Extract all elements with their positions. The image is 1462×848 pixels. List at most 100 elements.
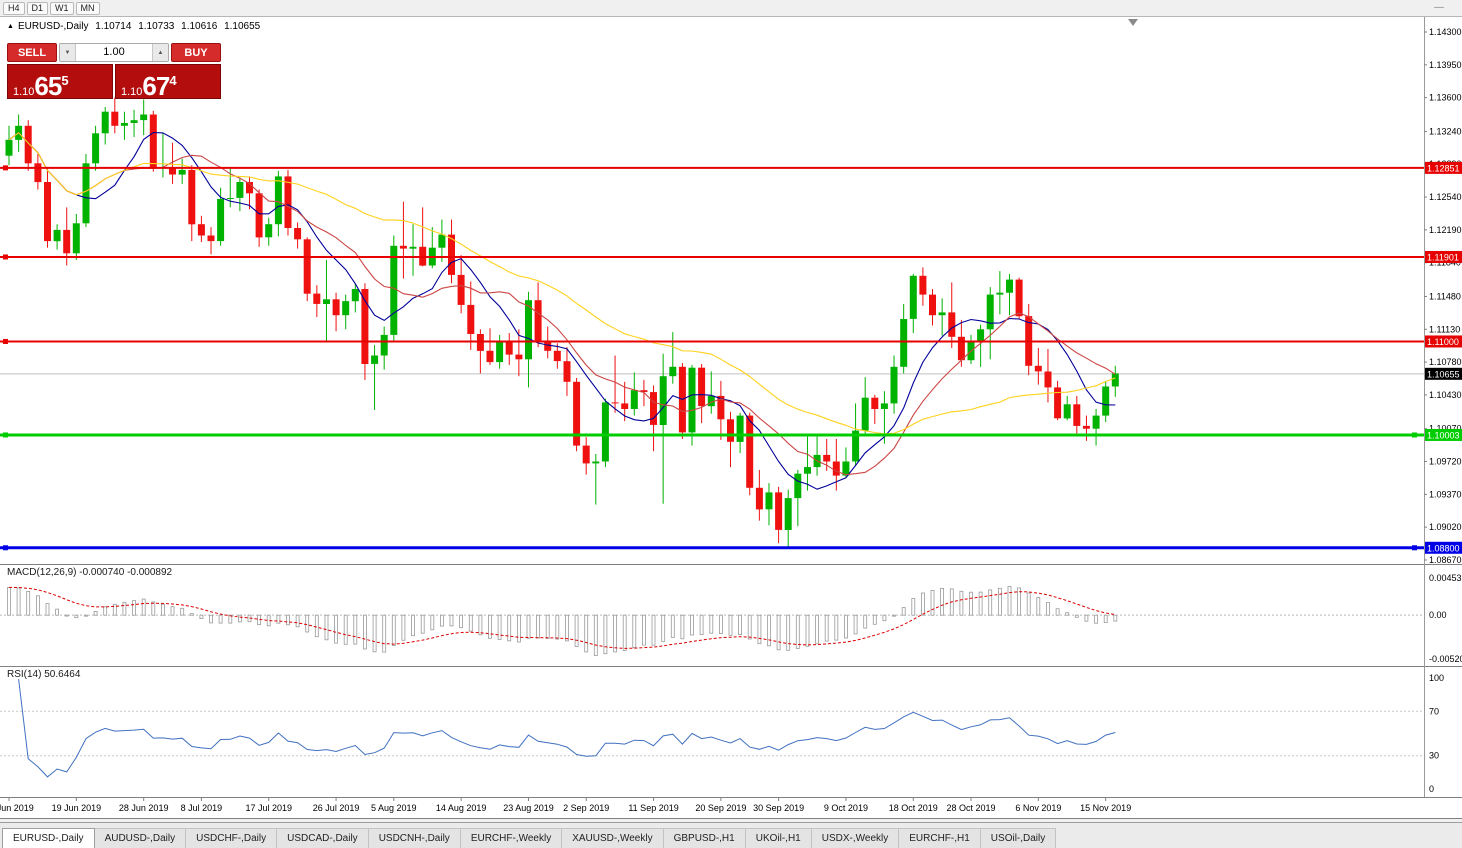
sell-price-display[interactable]: 1.10655	[7, 64, 113, 99]
macd-histogram	[7, 586, 1118, 656]
price-tag-1.11000: 1.11000	[1425, 335, 1462, 348]
svg-text:-0.005205: -0.005205	[1429, 654, 1462, 664]
price-tag-1.10003: 1.10003	[1425, 428, 1462, 441]
macd-signal-line	[8, 586, 1116, 649]
rsi-line	[18, 679, 1116, 778]
svg-text:1.12851: 1.12851	[1427, 163, 1460, 173]
symbol-name: EURUSD-,Daily	[17, 21, 89, 32]
svg-text:26 Jul 2019: 26 Jul 2019	[313, 803, 360, 813]
bottom-tab-USOil-,Daily[interactable]: USOil-,Daily	[979, 828, 1057, 848]
bottom-tab-AUDUSD-,Daily[interactable]: AUDUSD-,Daily	[93, 828, 187, 848]
bottom-tab-USDCNH-,Daily[interactable]: USDCNH-,Daily	[367, 828, 461, 848]
svg-text:30 Sep 2019: 30 Sep 2019	[753, 803, 804, 813]
bottom-tab-USDX-,Weekly[interactable]: USDX-,Weekly	[810, 828, 900, 848]
svg-text:1.08670: 1.08670	[1429, 555, 1462, 565]
svg-text:30: 30	[1429, 751, 1439, 761]
macd-axis[interactable]: 0.004536 0.00 -0.005205	[1429, 573, 1462, 664]
rsi-axis[interactable]: 100 70 30 0	[1429, 673, 1444, 794]
price-tag-1.08800: 1.08800	[1425, 541, 1462, 554]
bottom-tab-UKOil-,H1[interactable]: UKOil-,H1	[744, 828, 812, 848]
svg-text:11 Sep 2019: 11 Sep 2019	[628, 803, 678, 813]
svg-text:28 Oct 2019: 28 Oct 2019	[946, 803, 995, 813]
buy-price-prefix: 1.10	[121, 86, 143, 98]
hline-1.08800[interactable]	[0, 545, 1424, 551]
svg-text:1.12540: 1.12540	[1429, 192, 1462, 202]
timeframe-d1-button[interactable]: D1	[26, 1, 49, 15]
buy-price-pip-digit: 4	[169, 73, 177, 88]
price-tag-1.10655: 1.10655	[1425, 367, 1462, 380]
hline-1.12851[interactable]	[0, 165, 1424, 171]
hline-1.11901[interactable]	[0, 254, 1424, 260]
svg-text:100: 100	[1429, 673, 1444, 683]
svg-text:28 Jun 2019: 28 Jun 2019	[119, 803, 169, 813]
bottom-tab-EURCHF-,H1[interactable]: EURCHF-,H1	[898, 828, 981, 848]
sell-price-big-digits: 65	[34, 71, 62, 99]
svg-text:2 Sep 2019: 2 Sep 2019	[563, 803, 609, 813]
timeframe-mn-button[interactable]: MN	[75, 1, 100, 15]
price-tag-1.12851: 1.12851	[1425, 161, 1462, 174]
svg-text:1.09370: 1.09370	[1429, 489, 1462, 499]
svg-text:1.13240: 1.13240	[1429, 126, 1462, 136]
svg-text:17 Jul 2019: 17 Jul 2019	[245, 803, 292, 813]
volume-decrease-button[interactable]: ▼	[60, 44, 76, 61]
svg-text:1.11480: 1.11480	[1429, 291, 1461, 301]
rsi-indicator-label: RSI(14) 50.6464	[7, 669, 81, 680]
buy-price-display[interactable]: 1.10674	[115, 64, 221, 99]
sell-button[interactable]: SELL	[7, 43, 57, 62]
one-click-trading-panel: SELL ▼ 1.00 ▲ BUY 1.10655 1.10674	[7, 43, 221, 99]
hline-1.10003[interactable]	[0, 432, 1424, 438]
ohlc-low-value: 1.10616	[181, 21, 218, 32]
svg-text:70: 70	[1429, 706, 1439, 716]
shift-marker-icon	[1128, 19, 1138, 26]
chart-tabs-bar: EURUSD-,Daily AUDUSD-,Daily USDCHF-,Daily U…	[0, 822, 1462, 848]
bottom-tab-USDCHF-,Daily[interactable]: USDCHF-,Daily	[185, 828, 278, 848]
svg-text:0: 0	[1429, 784, 1434, 794]
svg-text:1.10655: 1.10655	[1427, 369, 1460, 379]
ma-line-8	[8, 131, 1116, 490]
svg-text:1.10780: 1.10780	[1429, 357, 1462, 367]
bottom-tab-USDCAD-,Daily[interactable]: USDCAD-,Daily	[276, 828, 369, 848]
timeframe-h4-button[interactable]: H4	[3, 1, 25, 15]
svg-text:1.14300: 1.14300	[1429, 27, 1462, 37]
bottom-tab-EURUSD-,Daily[interactable]: EURUSD-,Daily	[2, 828, 95, 848]
svg-text:15 Nov 2019: 15 Nov 2019	[1080, 803, 1131, 813]
svg-text:1.10430: 1.10430	[1429, 390, 1462, 400]
bottom-tab-GBPUSD-,H1[interactable]: GBPUSD-,H1	[662, 828, 746, 848]
window-minimize-icon[interactable]: —	[1434, 2, 1444, 13]
date-axis[interactable]: 10 Jun 2019 19 Jun 2019 28 Jun 2019 8 Jul 2…	[0, 797, 1131, 813]
buy-button[interactable]: BUY	[171, 43, 221, 62]
ohlc-open-value: 1.10714	[95, 21, 132, 32]
svg-text:1.11130: 1.11130	[1429, 324, 1460, 334]
svg-text:0.00: 0.00	[1429, 610, 1447, 620]
svg-text:1.10003: 1.10003	[1427, 430, 1460, 440]
macd-indicator-label: MACD(12,26,9) -0.000740 -0.000892	[7, 567, 173, 578]
svg-text:14 Aug 2019: 14 Aug 2019	[436, 803, 487, 813]
svg-text:1.09020: 1.09020	[1429, 522, 1462, 532]
panel-dividers	[0, 17, 1462, 819]
svg-text:19 Jun 2019: 19 Jun 2019	[52, 803, 102, 813]
volume-increase-button[interactable]: ▲	[152, 44, 168, 61]
svg-text:8 Jul 2019: 8 Jul 2019	[181, 803, 223, 813]
bottom-tab-XAUUSD-,Weekly[interactable]: XAUUSD-,Weekly	[561, 828, 664, 848]
svg-text:1.11901: 1.11901	[1427, 252, 1459, 262]
hline-1.11000[interactable]	[0, 338, 1424, 344]
svg-text:1.13950: 1.13950	[1429, 60, 1462, 70]
svg-text:1.08800: 1.08800	[1427, 543, 1460, 553]
volume-control: ▼ 1.00 ▲	[59, 43, 169, 62]
svg-text:10 Jun 2019: 10 Jun 2019	[0, 803, 34, 813]
volume-input[interactable]: 1.00	[103, 46, 125, 58]
timeframe-toolbar: H4 D1 W1 MN —	[0, 0, 1462, 17]
price-tag-1.11901: 1.11901	[1425, 250, 1462, 263]
svg-text:1.13600: 1.13600	[1429, 93, 1462, 103]
svg-text:20 Sep 2019: 20 Sep 2019	[695, 803, 746, 813]
symbol-direction-icon: ▲	[7, 23, 14, 30]
ohlc-high-value: 1.10733	[138, 21, 175, 32]
rsi-levels	[0, 710, 1424, 757]
bottom-tab-EURCHF-,Weekly[interactable]: EURCHF-,Weekly	[459, 828, 563, 848]
chart-symbol-title: ▲ EURUSD-,Daily 1.10714 1.10733 1.10616 1…	[7, 21, 264, 32]
svg-text:1.11000: 1.11000	[1427, 337, 1459, 347]
timeframe-w1-button[interactable]: W1	[50, 1, 74, 15]
sell-price-prefix: 1.10	[13, 86, 35, 98]
buy-price-big-digits: 67	[142, 71, 170, 99]
